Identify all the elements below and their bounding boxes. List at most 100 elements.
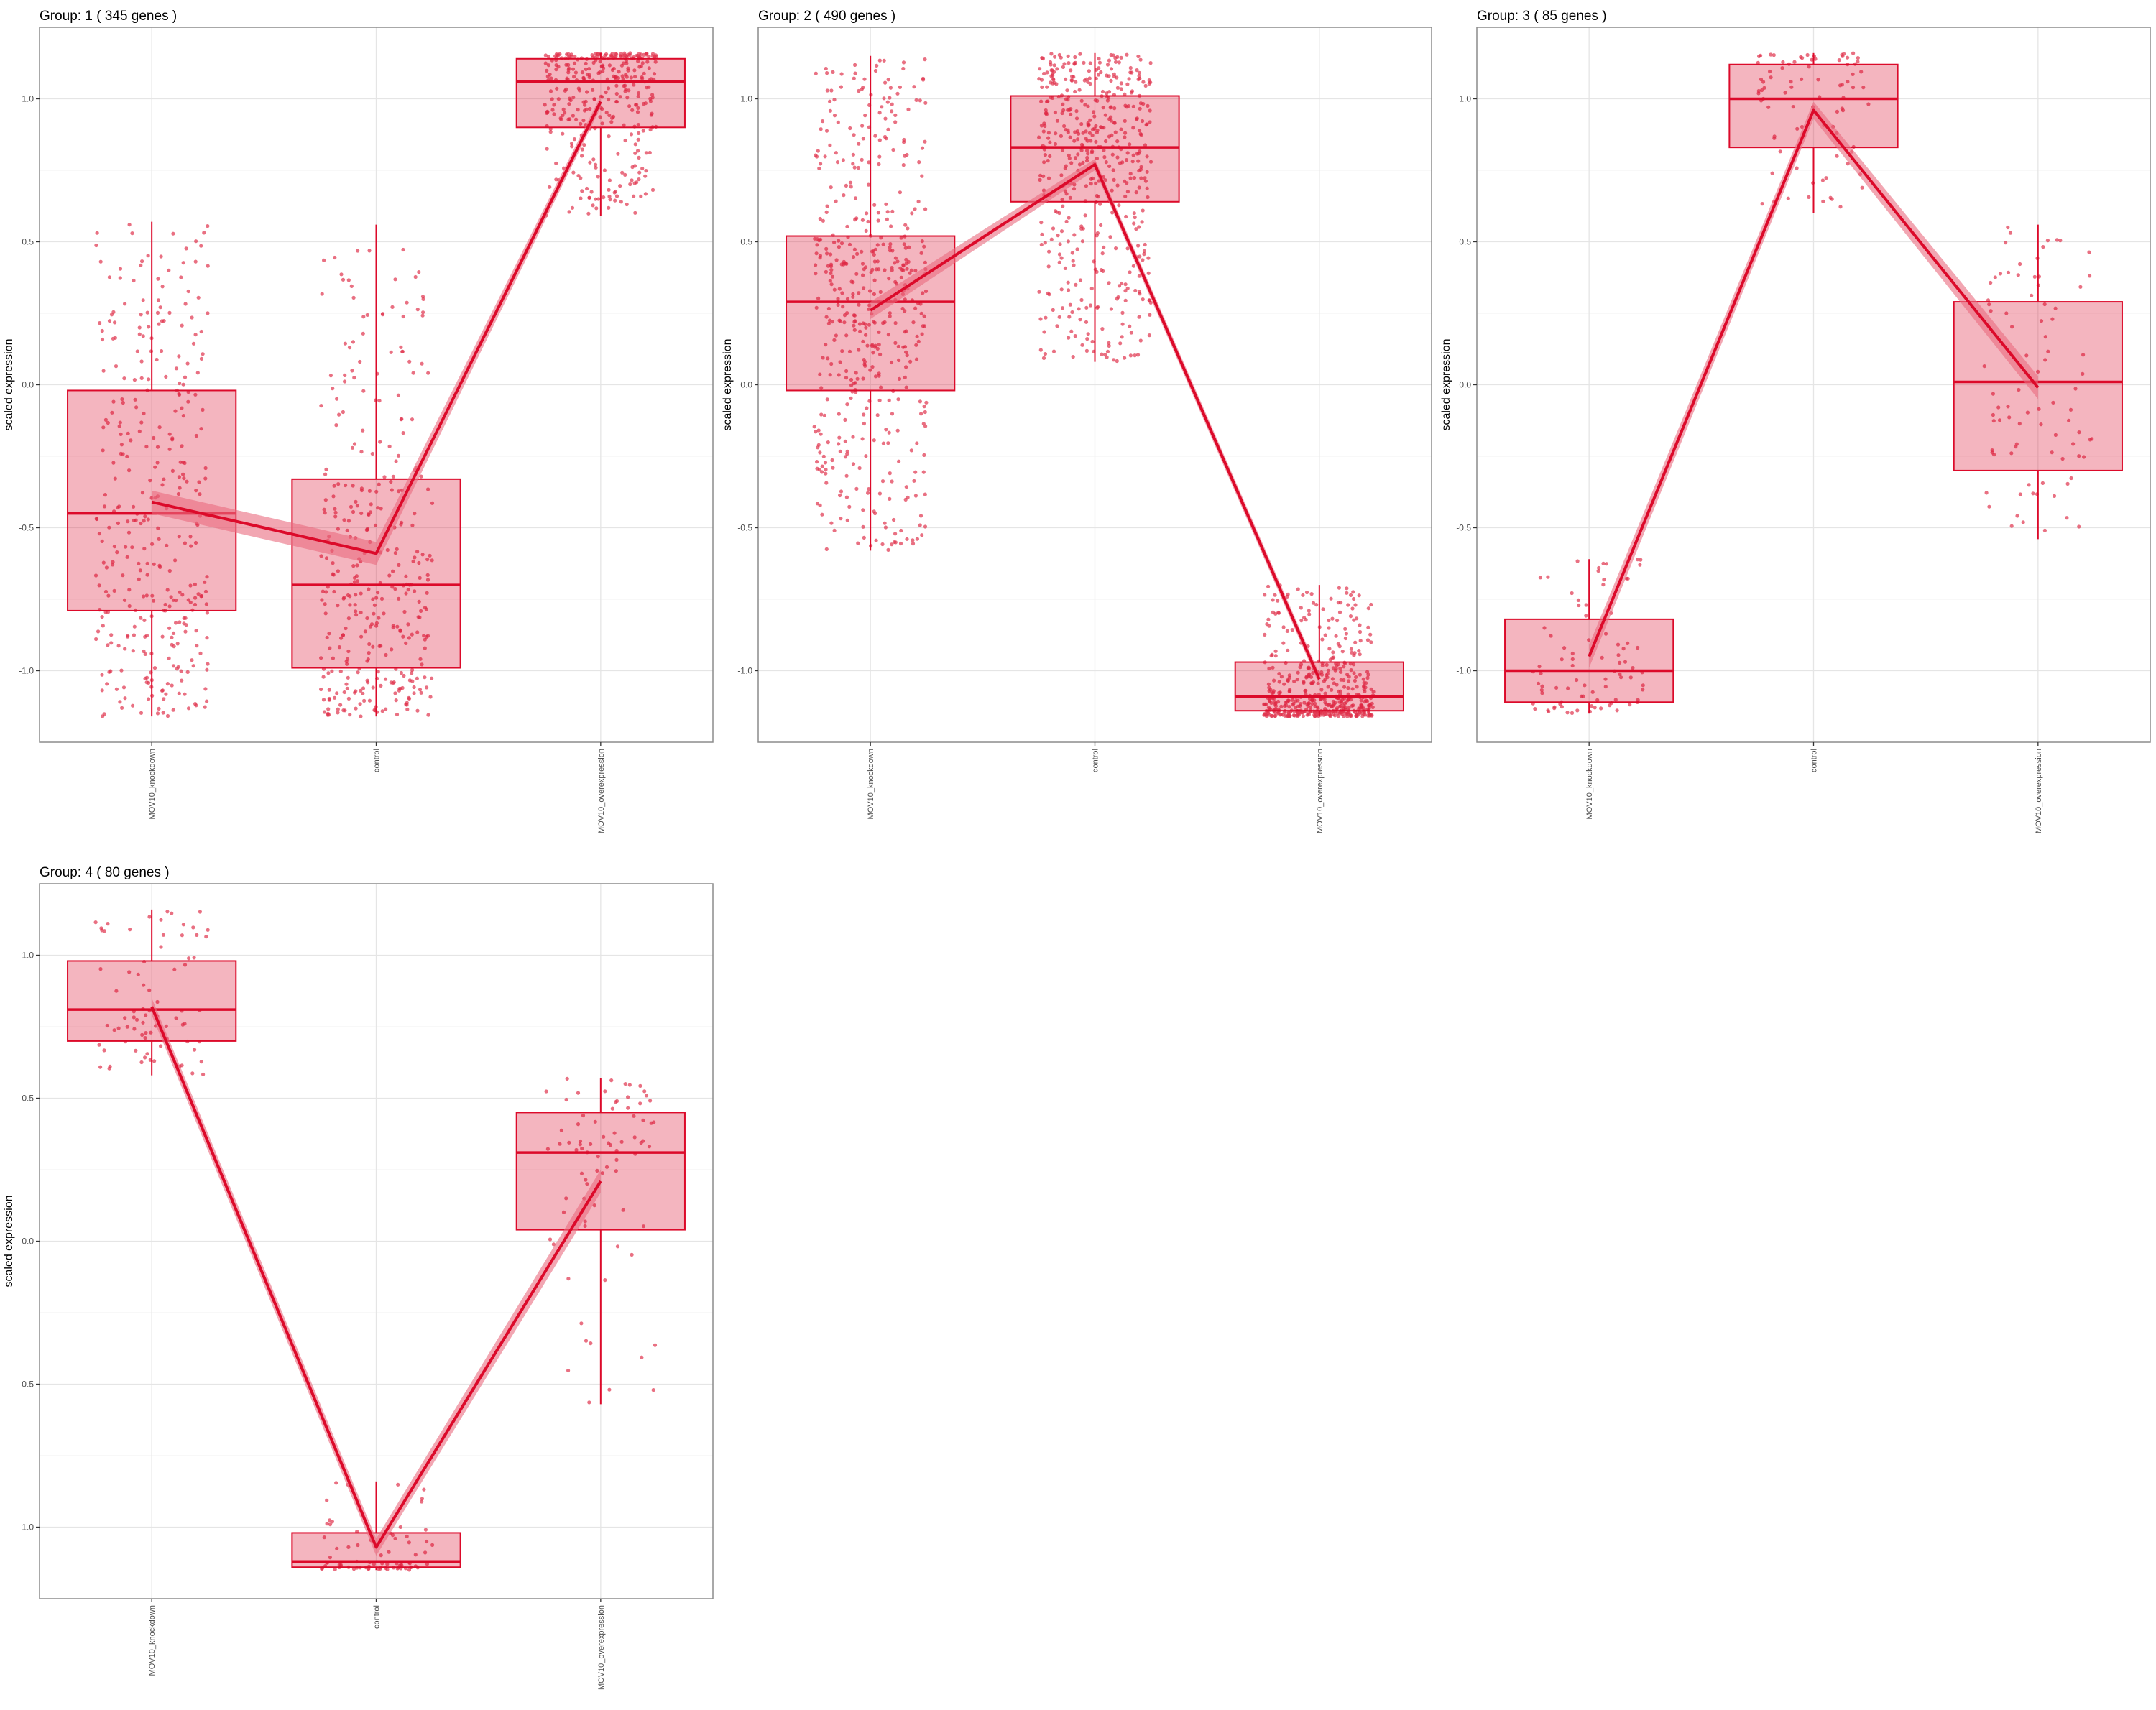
gene-point (566, 117, 571, 121)
gene-point (921, 470, 926, 474)
gene-point (131, 649, 135, 653)
gene-point (119, 443, 124, 447)
gene-point (636, 137, 640, 142)
gene-point (545, 1147, 550, 1151)
gene-point (920, 332, 924, 336)
gene-point (544, 1089, 548, 1094)
gene-point (185, 670, 190, 675)
gene-point (1134, 190, 1138, 195)
gene-point (1088, 81, 1092, 86)
gene-point (548, 1237, 553, 1242)
gene-point (129, 438, 133, 443)
gene-point (142, 411, 146, 416)
gene-point (822, 413, 826, 417)
gene-point (325, 1498, 329, 1502)
gene-point (1107, 281, 1111, 285)
gene-point (144, 1031, 148, 1035)
gene-point (1064, 219, 1069, 223)
gene-point (1290, 698, 1294, 702)
gene-point (882, 58, 886, 63)
gene-point (1570, 651, 1575, 656)
gene-point (94, 243, 98, 248)
gene-point (1570, 663, 1575, 668)
gene-point (1045, 85, 1049, 89)
gene-point (152, 1059, 157, 1063)
gene-point (634, 103, 638, 107)
gene-point (825, 204, 829, 208)
gene-point (333, 1567, 337, 1571)
gene-point (605, 77, 609, 81)
gene-point (1068, 195, 1072, 200)
gene-point (123, 1016, 127, 1020)
gene-point (390, 488, 394, 492)
gene-point (143, 1055, 147, 1060)
gene-point (1095, 193, 1099, 198)
gene-point (193, 602, 198, 607)
gene-point (354, 706, 358, 711)
gene-point (545, 110, 550, 114)
y-tick-label: -1.0 (737, 666, 752, 676)
gene-point (111, 563, 115, 567)
gene-point (130, 545, 134, 550)
gene-point (342, 690, 346, 695)
gene-point (836, 120, 840, 124)
gene-point (582, 143, 586, 147)
gene-point (1369, 640, 1373, 644)
gene-point (1072, 75, 1076, 79)
gene-point (1597, 565, 1601, 570)
gene-point (183, 692, 187, 696)
gene-point (852, 76, 856, 80)
gene-point (1046, 131, 1051, 135)
gene-point (1313, 704, 1317, 708)
gene-point (637, 65, 642, 69)
gene-point (901, 345, 906, 349)
x-tick-label: control (1810, 749, 1819, 772)
gene-point (341, 277, 346, 282)
gene-point (890, 542, 894, 547)
gene-point (648, 96, 653, 101)
gene-point (820, 470, 824, 474)
gene-point (100, 337, 105, 342)
gene-point (870, 365, 875, 369)
gene-point (1051, 77, 1056, 81)
gene-point (1067, 153, 1071, 157)
gene-point (1128, 172, 1133, 176)
gene-point (896, 397, 900, 402)
gene-point (837, 442, 841, 446)
gene-point (1049, 74, 1054, 78)
gene-point (190, 658, 194, 662)
gene-point (923, 410, 927, 415)
gene-point (1604, 562, 1608, 566)
gene-point (903, 154, 907, 158)
gene-point (1641, 683, 1645, 688)
gene-point (1332, 712, 1336, 716)
gene-point (119, 432, 123, 437)
gene-point (368, 624, 373, 629)
gene-point (343, 341, 347, 346)
gene-point (337, 645, 341, 650)
gene-point (644, 169, 648, 173)
gene-point (568, 96, 572, 101)
box-MOV10_overexpression (515, 57, 686, 129)
gene-point (873, 134, 877, 138)
gene-point (584, 67, 588, 71)
gene-point (1996, 405, 2001, 410)
gene-point (139, 521, 143, 526)
gene-point (109, 641, 114, 645)
gene-point (351, 509, 356, 514)
gene-point (193, 259, 198, 264)
gene-point (1760, 202, 1764, 206)
x-tick-label: MOV10_knockdown (867, 749, 875, 819)
gene-point (918, 514, 923, 518)
gene-point (1310, 701, 1314, 706)
gene-point (206, 311, 210, 315)
gene-point (321, 589, 325, 593)
gene-point (424, 607, 428, 611)
gene-point (1338, 703, 1343, 708)
gene-point (1040, 56, 1044, 60)
gene-point (614, 1100, 618, 1104)
gene-point (647, 66, 651, 70)
gene-point (349, 504, 354, 509)
box-MOV10_knockdown (67, 389, 237, 611)
gene-point (1147, 298, 1151, 302)
